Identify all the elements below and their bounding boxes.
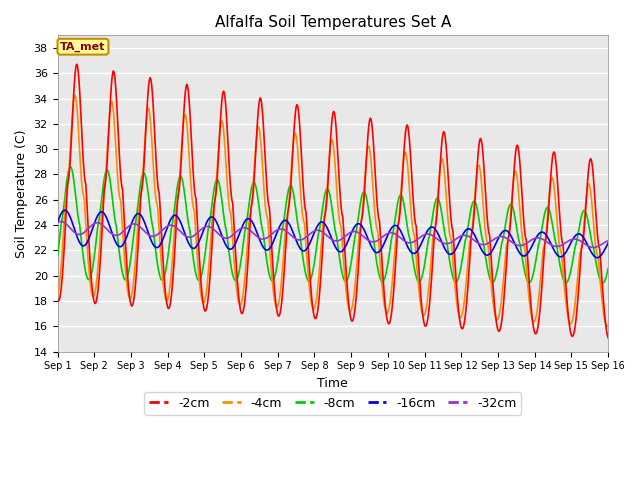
Title: Alfalfa Soil Temperatures Set A: Alfalfa Soil Temperatures Set A xyxy=(214,15,451,30)
Legend: -2cm, -4cm, -8cm, -16cm, -32cm: -2cm, -4cm, -8cm, -16cm, -32cm xyxy=(144,392,522,415)
X-axis label: Time: Time xyxy=(317,377,348,390)
Text: TA_met: TA_met xyxy=(60,42,106,52)
Y-axis label: Soil Temperature (C): Soil Temperature (C) xyxy=(15,129,28,258)
